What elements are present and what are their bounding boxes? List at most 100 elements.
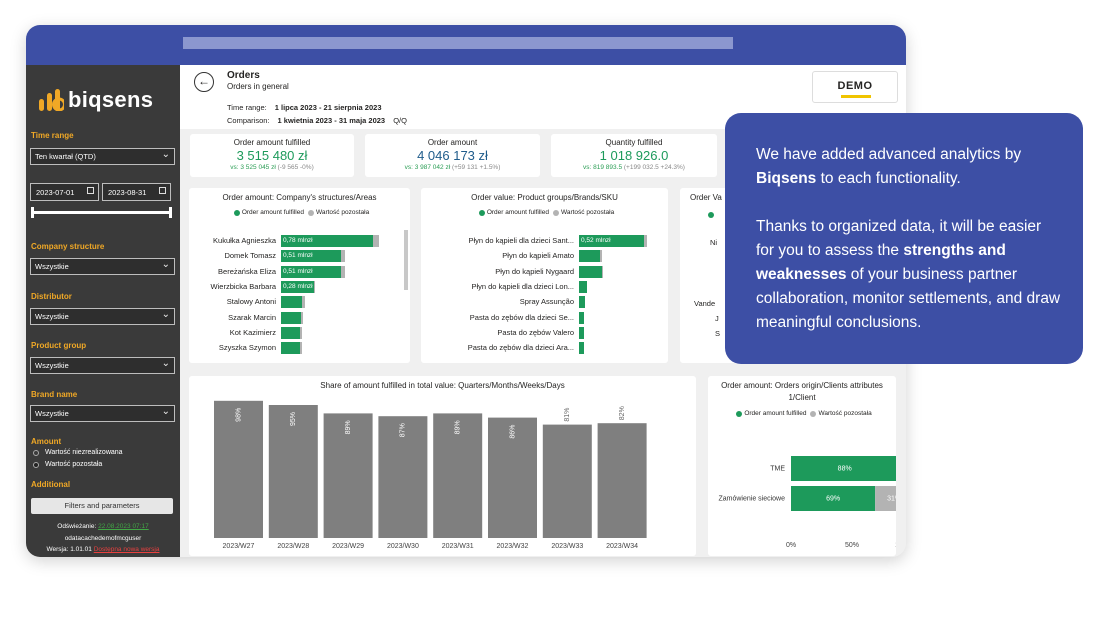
filters-parameters-button[interactable]: Filters and parameters xyxy=(31,498,173,514)
address-bar[interactable] xyxy=(183,37,733,49)
bar-remaining[interactable] xyxy=(299,342,303,355)
slider-handle-start[interactable] xyxy=(31,207,34,218)
bar-fulfilled[interactable]: 0,78 mlnzł xyxy=(281,235,374,247)
kpi-label: Quantity fulfilled xyxy=(605,138,663,147)
chart-title: Order amount: Company's structures/Areas xyxy=(222,193,377,202)
chart-product-groups: Order value: Product groups/Brands/SKU O… xyxy=(421,188,668,363)
bar-remaining[interactable] xyxy=(644,235,647,247)
bar-row[interactable]: Pasta do zębów dla dzieci Se... xyxy=(421,312,574,324)
radio-icon xyxy=(33,449,39,456)
category-label: Kot Kazimierz xyxy=(229,327,276,337)
bar-remaining[interactable] xyxy=(600,250,602,263)
date-from-input[interactable]: 2023-07-01 xyxy=(30,183,99,201)
category-label: Ni xyxy=(710,238,718,247)
back-arrow-icon[interactable]: ← xyxy=(194,72,214,92)
bar-row[interactable]: Kot Kazimierz xyxy=(189,327,276,339)
bar-row[interactable]: Pasta do zębów dla dzieci Ara... xyxy=(421,342,574,354)
brand-name-select[interactable]: Wszystkie ⌄ xyxy=(30,405,175,422)
date-to-input[interactable]: 2023-08-31 xyxy=(102,183,171,201)
bar-remaining[interactable] xyxy=(875,486,896,511)
bar[interactable] xyxy=(488,417,537,538)
callout-text: Thanks to organized data, it will be eas… xyxy=(756,218,1042,259)
version-label: Wersja: 1.01.01 xyxy=(46,546,92,553)
callout-paragraph-1: We have added advanced analytics by Biqs… xyxy=(756,143,1063,191)
bar-fulfilled[interactable]: 0,51 mlnzł xyxy=(281,250,342,263)
x-tick-label: 2023/W28 xyxy=(277,543,309,550)
brand-name: biqsens xyxy=(68,87,154,112)
category-label: Zamówienie sieciowe xyxy=(718,495,785,502)
scrollbar[interactable] xyxy=(404,230,408,290)
amount-option-unrealized[interactable]: Wartość niezrealizowana xyxy=(33,449,123,456)
bar-row[interactable]: Płyn do kąpieli Amato xyxy=(421,250,574,262)
bar-fulfilled[interactable] xyxy=(281,342,300,355)
date-range-slider[interactable] xyxy=(31,207,172,218)
chevron-down-icon: ⌄ xyxy=(161,149,170,160)
bar-remaining[interactable] xyxy=(601,265,603,278)
bar-fulfilled[interactable]: 0,52 mlnzł xyxy=(579,235,644,247)
data-label: 69% xyxy=(826,495,840,502)
bar-row[interactable]: Stalowy Antoni xyxy=(189,296,276,308)
chart-title: Order amount: Orders origin/Clients attr… xyxy=(721,381,883,402)
chevron-down-icon: ⌄ xyxy=(161,259,170,270)
bar-row[interactable]: Płyn do kąpieli dla dzieci Sant... xyxy=(421,235,574,247)
bar-fulfilled[interactable] xyxy=(579,265,602,278)
bar-fulfilled[interactable] xyxy=(579,296,586,309)
kpi-label: Order amount fulfilled xyxy=(233,138,311,147)
bar-remaining[interactable] xyxy=(302,296,305,309)
bar-fulfilled[interactable] xyxy=(579,342,584,355)
bar-remaining[interactable] xyxy=(301,311,304,324)
bar-row[interactable]: Płyn do kąpieli dla dzieci Lon... xyxy=(421,281,574,293)
bar-remaining[interactable] xyxy=(373,235,379,247)
bar[interactable] xyxy=(323,413,373,538)
bar-row[interactable]: Kukułka Agnieszka xyxy=(189,235,276,247)
legend-dot-remaining xyxy=(810,410,817,417)
legend-remaining: Wartość pozostała xyxy=(818,410,872,417)
company-structure-select[interactable]: Wszystkie ⌄ xyxy=(30,258,175,275)
bar-fulfilled[interactable] xyxy=(281,326,300,339)
bar-fulfilled[interactable] xyxy=(281,296,303,309)
bar-row[interactable]: Płyn do kąpieli Nygaard xyxy=(421,266,574,278)
callout-text: to each functionality. xyxy=(816,170,961,187)
bar[interactable] xyxy=(542,424,592,538)
bar-remaining[interactable] xyxy=(314,280,316,293)
new-version-link[interactable]: Dostępna nowa wersja xyxy=(93,546,160,553)
bar-row[interactable]: Szyszka Szymon xyxy=(189,342,276,354)
bar-fulfilled[interactable] xyxy=(281,311,302,324)
amount-option-remaining[interactable]: Wartość pozostała xyxy=(33,461,102,468)
kpi-card: Order amount 4 046 173 zł vs: 3 987 042 … xyxy=(365,134,540,177)
refresh-link[interactable]: 22.08.2023 07:17 xyxy=(98,523,149,530)
bar-row[interactable]: Domek Tomasz xyxy=(189,250,276,262)
bar-fulfilled[interactable] xyxy=(791,456,896,481)
bar[interactable] xyxy=(597,423,647,538)
bar-row[interactable]: Szarak Marcin xyxy=(189,312,276,324)
bar-fulfilled[interactable] xyxy=(579,250,601,263)
bar-fulfilled[interactable] xyxy=(579,311,584,324)
bar-remaining[interactable] xyxy=(341,250,345,263)
bar-fulfilled[interactable] xyxy=(579,326,584,339)
time-range-select[interactable]: Ten kwartał (QTD) ⌄ xyxy=(30,148,175,165)
bar[interactable] xyxy=(378,416,428,538)
slider-handle-end[interactable] xyxy=(169,207,172,218)
legend-fulfilled: Order amount fulfilled xyxy=(486,209,549,216)
bar[interactable] xyxy=(433,413,483,538)
calendar-icon xyxy=(87,187,94,194)
bar-row[interactable]: Bereżańska Eliza xyxy=(189,266,276,278)
data-label: 87% xyxy=(400,423,407,437)
data-label: 82% xyxy=(619,406,626,420)
bar-fulfilled[interactable] xyxy=(791,486,876,511)
bar-fulfilled[interactable]: 0,28 mlnzł xyxy=(281,280,315,293)
product-group-select[interactable]: Wszystkie ⌄ xyxy=(30,357,175,374)
kpi-card: Order amount fulfilled 3 515 480 zł vs: … xyxy=(190,134,354,177)
bar-remaining[interactable] xyxy=(299,326,303,339)
bar-fulfilled[interactable]: 0,51 mlnzł xyxy=(281,265,342,278)
chart-orders-origin: Order amount: Orders origin/Clients attr… xyxy=(708,376,896,556)
bar[interactable] xyxy=(268,405,318,538)
bar[interactable] xyxy=(214,400,263,538)
bar-remaining[interactable] xyxy=(341,265,345,278)
bar-row[interactable]: Spray Assunção xyxy=(421,296,574,308)
bar-row[interactable]: Pasta do zębów Valero xyxy=(421,327,574,339)
distributor-select[interactable]: Wszystkie ⌄ xyxy=(30,308,175,325)
category-label: Spray Assunção xyxy=(519,297,574,307)
bar-fulfilled[interactable] xyxy=(579,280,587,293)
bar-row[interactable]: Wierzbicka Barbara xyxy=(189,281,276,293)
